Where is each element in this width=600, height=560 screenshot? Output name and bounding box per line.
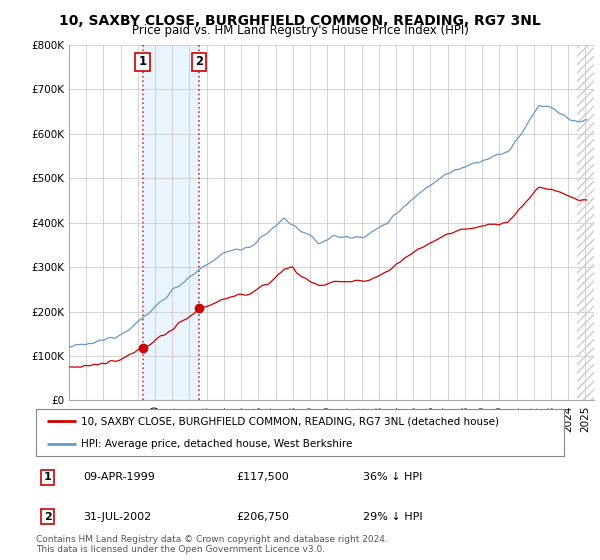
Text: £117,500: £117,500 bbox=[236, 473, 289, 482]
Text: 2: 2 bbox=[196, 55, 203, 68]
Text: Price paid vs. HM Land Registry's House Price Index (HPI): Price paid vs. HM Land Registry's House … bbox=[131, 24, 469, 37]
Text: 10, SAXBY CLOSE, BURGHFIELD COMMON, READING, RG7 3NL (detached house): 10, SAXBY CLOSE, BURGHFIELD COMMON, READ… bbox=[81, 416, 499, 426]
Text: Contains HM Land Registry data © Crown copyright and database right 2024.
This d: Contains HM Land Registry data © Crown c… bbox=[36, 535, 388, 554]
Text: 36% ↓ HPI: 36% ↓ HPI bbox=[364, 473, 423, 482]
Text: 10, SAXBY CLOSE, BURGHFIELD COMMON, READING, RG7 3NL: 10, SAXBY CLOSE, BURGHFIELD COMMON, READ… bbox=[59, 14, 541, 28]
Text: 31-JUL-2002: 31-JUL-2002 bbox=[83, 512, 152, 521]
Text: HPI: Average price, detached house, West Berkshire: HPI: Average price, detached house, West… bbox=[81, 439, 352, 449]
Text: 2: 2 bbox=[44, 512, 52, 521]
Text: 1: 1 bbox=[44, 473, 52, 482]
Bar bbox=[577, 45, 594, 400]
Text: 09-APR-1999: 09-APR-1999 bbox=[83, 473, 155, 482]
Text: 29% ↓ HPI: 29% ↓ HPI bbox=[364, 512, 423, 521]
Text: £206,750: £206,750 bbox=[236, 512, 290, 521]
Text: 1: 1 bbox=[139, 55, 146, 68]
